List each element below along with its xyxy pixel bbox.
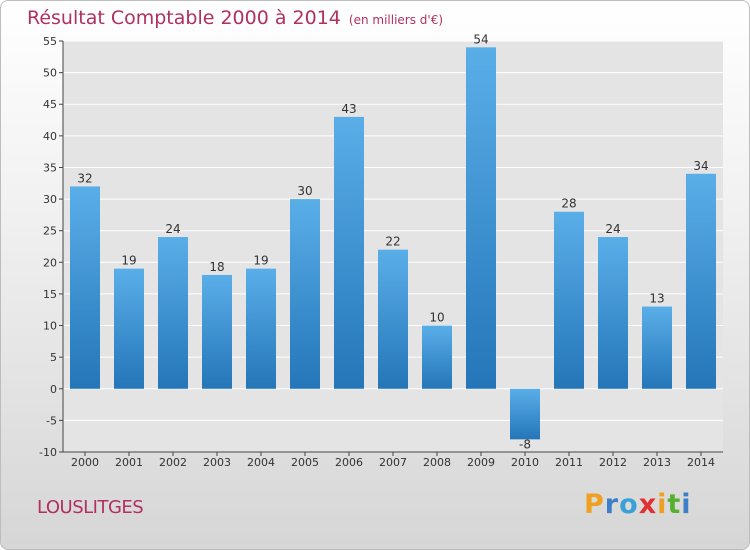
bar-2002 — [158, 237, 188, 389]
y-tick-label: 5 — [50, 351, 57, 364]
x-tick-label-2001: 2001 — [115, 456, 143, 469]
bar-2000 — [70, 186, 100, 389]
y-tick-label: 55 — [43, 35, 57, 48]
value-label-2001: 19 — [121, 254, 136, 268]
y-tick-label: 0 — [50, 383, 57, 396]
value-label-2014: 34 — [693, 159, 708, 173]
logo-letter: o — [619, 489, 639, 520]
x-tick-label-2008: 2008 — [423, 456, 451, 469]
x-tick-label-2000: 2000 — [71, 456, 99, 469]
y-tick-label: 45 — [43, 98, 57, 111]
x-tick-label-2011: 2011 — [555, 456, 583, 469]
value-label-2011: 28 — [561, 197, 576, 211]
logo-letter: r — [604, 489, 620, 520]
chart-title: Résultat Comptable 2000 à 2014 (en millie… — [27, 7, 443, 29]
x-tick-label-2012: 2012 — [599, 456, 627, 469]
bar-2003 — [202, 274, 232, 389]
logo-letter: i — [657, 489, 668, 520]
commune-name: LOUSLITGES — [37, 497, 144, 518]
value-label-2002: 24 — [165, 222, 180, 236]
logo-letter: x — [638, 489, 658, 520]
value-label-2008: 10 — [429, 311, 444, 325]
bar-2010 — [510, 388, 540, 440]
bar-2009 — [466, 47, 496, 389]
value-label-2004: 19 — [253, 254, 268, 268]
value-label-2003: 18 — [209, 260, 224, 274]
bar-2006 — [334, 116, 364, 389]
x-tick-label-2010: 2010 — [511, 456, 539, 469]
y-tick-label: 35 — [43, 161, 57, 174]
x-tick-label-2009: 2009 — [467, 456, 495, 469]
chart-title-text: Résultat Comptable 2000 à 2014 — [27, 7, 341, 29]
logo-letter: P — [584, 489, 605, 520]
x-tick-label-2002: 2002 — [159, 456, 187, 469]
bar-2001 — [114, 268, 144, 389]
x-tick-label-2014: 2014 — [687, 456, 715, 469]
y-tick-label: 20 — [43, 256, 57, 269]
x-tick-label-2013: 2013 — [643, 456, 671, 469]
proxiti-logo: Proxiti — [584, 489, 692, 520]
y-tick-label: 40 — [43, 130, 57, 143]
chart-unit: (en milliers d'€) — [348, 13, 444, 27]
x-tick-label-2005: 2005 — [291, 456, 319, 469]
bar-2011 — [554, 211, 584, 389]
bar-2013 — [642, 306, 672, 389]
value-label-2000: 32 — [77, 171, 92, 185]
value-label-2009: 54 — [473, 32, 488, 46]
y-tick-label: 50 — [43, 67, 57, 80]
value-label-2010: -8 — [519, 437, 531, 451]
value-label-2005: 30 — [297, 184, 312, 198]
bar-2012 — [598, 237, 628, 389]
x-tick-label-2003: 2003 — [203, 456, 231, 469]
x-tick-label-2006: 2006 — [335, 456, 363, 469]
y-tick-label: -5 — [46, 414, 57, 427]
y-tick-label: 30 — [43, 193, 57, 206]
y-tick-label: 10 — [43, 320, 57, 333]
logo-letter: i — [681, 489, 692, 520]
y-tick-label: 25 — [43, 225, 57, 238]
y-tick-label: -10 — [39, 446, 57, 459]
bar-2007 — [378, 249, 408, 389]
bar-2008 — [422, 325, 452, 389]
x-tick-label-2004: 2004 — [247, 456, 275, 469]
value-label-2013: 13 — [649, 292, 664, 306]
value-label-2006: 43 — [341, 102, 356, 116]
value-label-2012: 24 — [605, 222, 620, 236]
bar-2005 — [290, 199, 320, 389]
value-label-2007: 22 — [385, 235, 400, 249]
bar-2014 — [686, 173, 716, 389]
x-tick-label-2007: 2007 — [379, 456, 407, 469]
y-tick-label: 15 — [43, 288, 57, 301]
bar-2004 — [246, 268, 276, 389]
logo-letter: t — [667, 489, 682, 520]
